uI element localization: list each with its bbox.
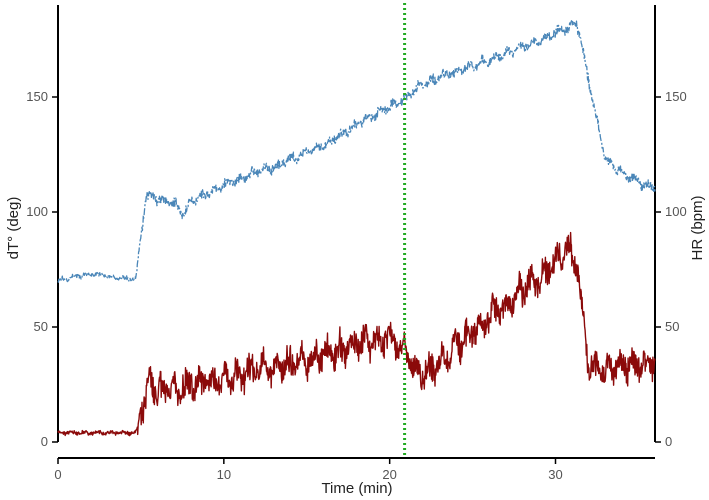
left-tick-label: 0 xyxy=(41,434,48,449)
right-tick-label: 0 xyxy=(665,434,672,449)
ticks: 0 10 20 30 0 50 100 150 0 50 100 150 xyxy=(26,89,686,482)
x-tick-label: 0 xyxy=(54,467,61,482)
x-axis-title: Time (min) xyxy=(321,480,392,497)
right-tick-label: 50 xyxy=(665,319,679,334)
x-tick-label: 10 xyxy=(217,467,231,482)
left-axis-title: dT° (deg) xyxy=(5,197,22,260)
left-tick-label: 100 xyxy=(26,204,48,219)
right-tick-label: 100 xyxy=(665,204,687,219)
series-line-dt xyxy=(57,231,656,437)
x-tick-label: 30 xyxy=(548,467,562,482)
series-layer xyxy=(57,18,656,437)
series-line-hr xyxy=(57,18,656,283)
right-tick-label: 150 xyxy=(665,89,687,104)
x-tick-label: 20 xyxy=(382,467,396,482)
right-axis-title: HR (bpm) xyxy=(689,195,706,260)
axes xyxy=(57,5,656,459)
left-tick-label: 150 xyxy=(26,89,48,104)
left-tick-label: 50 xyxy=(34,319,48,334)
